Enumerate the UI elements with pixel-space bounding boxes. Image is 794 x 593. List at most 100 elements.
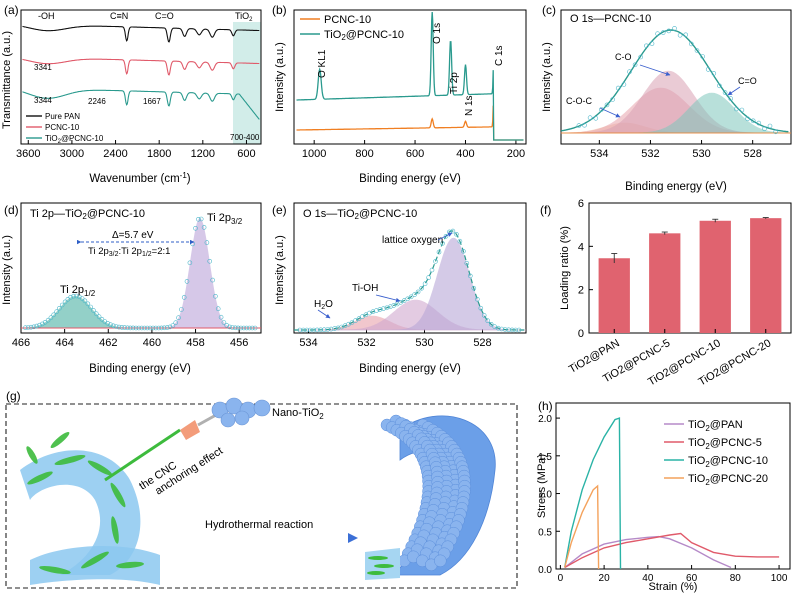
panel-a-legend: Pure PAN PCNC-10 TiO2@PCNC-10: [26, 112, 104, 145]
panel-h-xlabel: Strain (%): [649, 581, 698, 593]
raw-point: [304, 327, 310, 333]
x-tick-label: 800: [355, 148, 373, 160]
x-tick-label: 400: [456, 148, 474, 160]
arrow-coc: [599, 107, 621, 118]
panel-e-title: O 1s—TiO2@PCNC-10: [303, 208, 417, 221]
raw-point: [74, 293, 79, 299]
panel-c: (c) 534 532 530 528 O 1s—PCNC-10 Intensity …: [541, 3, 792, 193]
panel-e-label: (e): [272, 203, 287, 217]
x-tick-label: 460: [143, 337, 161, 349]
raw-point: [627, 69, 632, 74]
raw-point: [133, 325, 139, 331]
cnc-fiber-tail: [30, 545, 160, 585]
raw-point: [638, 54, 644, 60]
x-tick-label: 600: [406, 148, 424, 160]
raw-point: [745, 116, 750, 122]
panel-f: (f) 0246TiO2@PANTiO2@PCNC-5TiO2@PCNC-10T…: [540, 198, 792, 388]
x-tick-label: 1000: [302, 148, 326, 160]
panel-f-label: (f): [540, 203, 551, 217]
panel-e-x-ticks: 534 532 530 528: [299, 329, 492, 349]
raw-point: [201, 225, 207, 230]
raw-point: [252, 325, 258, 331]
raw-point: [604, 102, 610, 108]
raw-point: [705, 67, 711, 72]
raw-point: [221, 320, 227, 325]
panel-a-spectra: [22, 25, 260, 120]
panel-a-ylabel: Transmittance (a.u.): [1, 31, 13, 129]
raw-point: [412, 292, 417, 297]
reaction-arrowhead: [348, 533, 358, 543]
raw-point: [241, 325, 247, 331]
raw-point: [139, 325, 144, 331]
raw-point: [130, 325, 136, 331]
x-tick-label: 456: [230, 337, 248, 349]
panel-c-x-ticks: 534 532 530 528: [590, 140, 762, 160]
x-tick-label: 40: [642, 573, 654, 584]
raw-point: [374, 308, 379, 313]
peak-n1s: N 1s: [464, 95, 475, 116]
raw-point: [408, 294, 414, 300]
panel-b-x-ticks: 1000 800 600 400 200: [302, 140, 525, 160]
series-tio2-pcnc-10: [22, 89, 260, 120]
raw-point: [499, 326, 504, 332]
raw-point: [113, 324, 119, 329]
panel-d-ylabel: Intensity (a.u.): [1, 235, 13, 305]
curve-tio2-pcnc-20: [564, 484, 600, 570]
raw-point: [509, 327, 515, 333]
comp-c=o-label: C=O: [738, 76, 757, 86]
fit-envelope: [294, 230, 526, 331]
legend-pcnc: PCNC-10: [45, 123, 80, 132]
panel-a-x-ticks: 3600 3000 2400 1800 1200 600: [16, 140, 256, 160]
raw-point: [57, 305, 62, 311]
y-tick-label: 0.0: [538, 565, 552, 576]
raw-point: [506, 327, 511, 333]
raw-point: [454, 232, 459, 237]
raw-point: [683, 32, 689, 38]
panel-h-ylabel: Stress (MPa): [536, 454, 548, 518]
raw-point: [119, 325, 125, 330]
raw-point: [235, 325, 241, 331]
raw-point: [82, 298, 88, 304]
raw-point: [156, 325, 161, 331]
raw-point: [429, 267, 435, 273]
panel-h-frame: [555, 402, 791, 570]
raw-point: [419, 285, 424, 291]
panel-a-frame: [20, 9, 262, 145]
raw-point: [125, 325, 130, 331]
x-tick-label: 532: [357, 337, 375, 349]
raw-point: [405, 296, 411, 302]
raw-point: [711, 71, 717, 76]
raw-point: [401, 298, 407, 303]
raw-point: [502, 327, 508, 332]
raw-point: [467, 273, 473, 279]
raw-point: [621, 82, 627, 87]
raw-point: [111, 323, 116, 329]
arrow-co: [639, 64, 671, 76]
raw-point: [516, 327, 522, 333]
comp-coc-label: C-O-C: [566, 96, 592, 106]
x-tick-label: 464: [55, 337, 73, 349]
raw-point: [660, 30, 666, 35]
legend-tio2-pcnc-5: TiO2@PCNC-5: [688, 437, 762, 451]
cn-label: C≡N: [110, 11, 128, 21]
raw-point: [213, 293, 218, 299]
cnc-fiber-left: [20, 450, 141, 575]
raw-point: [164, 325, 170, 330]
legend-tio2-pcnc-10: TiO2@PCNC-10: [688, 455, 768, 469]
raw-point: [655, 31, 660, 37]
x-tick-label: 20: [599, 573, 611, 584]
series-tio2-pcnc-10: [296, 11, 524, 141]
tio2-bead: [434, 554, 447, 568]
raw-point: [677, 32, 683, 38]
raw-point: [54, 309, 59, 315]
raw-point: [34, 323, 40, 329]
panel-b: (b) 1000 800 600 400 200 Intensity (a.u.) Bi…: [272, 3, 527, 185]
raw-point: [615, 85, 621, 91]
raw-point: [325, 327, 330, 332]
ratio-label: Ti 2p3/2:Ti 2p1/2=2:1: [88, 246, 170, 258]
w1667-label: 1667: [143, 97, 161, 106]
x-tick-label: 528: [473, 337, 491, 349]
comp-co-label: C-O: [615, 52, 632, 62]
bar-TiO2@PCNC-20: [750, 218, 782, 333]
